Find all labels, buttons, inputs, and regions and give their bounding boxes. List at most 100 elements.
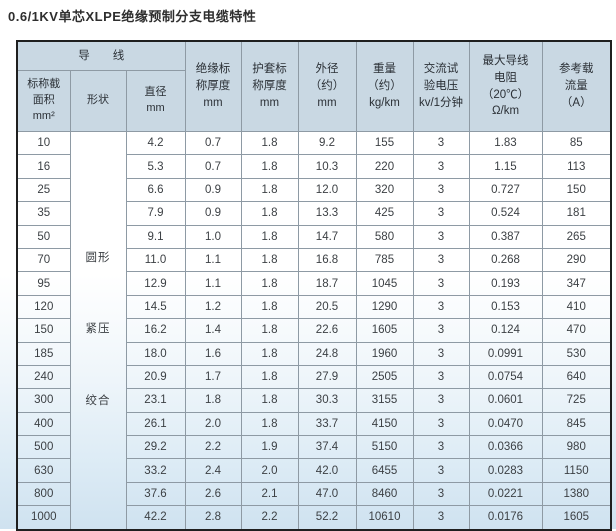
- cell-ampacity: 290: [541, 247, 612, 273]
- cell-test-voltage: 3: [412, 130, 470, 156]
- cell-size: 400: [16, 411, 71, 437]
- header-ampacity: 参考载 流量 （A）: [541, 40, 612, 132]
- table-row: 1000 42.2 2.8 2.2 52.2 10610 3 0.0176 1605: [16, 505, 612, 531]
- table-body: 10 圆形 紧压 绞合 4.2 0.7 1.8 9.2 155 3 1.83 85 16 5.3 0.7 1.…: [16, 130, 612, 531]
- cell-weight: 320: [355, 177, 414, 203]
- shape-label: 紧压: [85, 323, 111, 336]
- cell-insulation: 1.4: [184, 318, 242, 343]
- cell-resistance: 0.524: [468, 201, 543, 226]
- cell-resistance: 0.0754: [468, 364, 543, 390]
- cell-resistance: 0.0221: [468, 481, 543, 507]
- cable-spec-table: 导 线 绝缘标 称厚度 mm 护套标 称厚度 mm 外径 （约） mm 重量 （…: [16, 40, 612, 531]
- cell-od: 47.0: [297, 481, 357, 507]
- cell-weight: 155: [355, 130, 414, 156]
- cell-test-voltage: 3: [412, 177, 470, 203]
- cell-ampacity: 640: [541, 364, 612, 390]
- cell-test-voltage: 3: [412, 224, 470, 249]
- cell-weight: 425: [355, 201, 414, 226]
- table-row: 500 29.2 2.2 1.9 37.4 5150 3 0.0366 980: [16, 435, 612, 460]
- cell-ampacity: 1380: [541, 481, 612, 507]
- cell-weight: 8460: [355, 481, 414, 507]
- cell-size: 50: [16, 224, 71, 249]
- cell-ampacity: 845: [541, 411, 612, 437]
- cell-sheath: 1.8: [240, 177, 299, 203]
- cell-size: 95: [16, 271, 71, 296]
- cell-insulation: 1.6: [184, 341, 242, 366]
- header-diameter: 直径 mm: [125, 70, 186, 132]
- cell-od: 14.7: [297, 224, 357, 249]
- cell-insulation: 2.0: [184, 411, 242, 437]
- cell-insulation: 0.9: [184, 201, 242, 226]
- header-max-resistance: 最大导线 电阻 （20℃） Ω/km: [468, 40, 543, 132]
- cell-diameter: 4.2: [125, 130, 186, 156]
- cell-sheath: 1.8: [240, 294, 299, 320]
- header-insulation-thickness: 绝缘标 称厚度 mm: [184, 40, 242, 132]
- cell-test-voltage: 3: [412, 154, 470, 179]
- cell-test-voltage: 3: [412, 247, 470, 273]
- cell-diameter: 7.9: [125, 201, 186, 226]
- table-row: 800 37.6 2.6 2.1 47.0 8460 3 0.0221 1380: [16, 481, 612, 507]
- cell-resistance: 0.268: [468, 247, 543, 273]
- cell-size: 185: [16, 341, 71, 366]
- cell-resistance: 0.0366: [468, 435, 543, 460]
- cell-resistance: 1.83: [468, 130, 543, 156]
- cell-ampacity: 181: [541, 201, 612, 226]
- cell-test-voltage: 3: [412, 435, 470, 460]
- cell-ampacity: 530: [541, 341, 612, 366]
- shape-label: 绞合: [85, 394, 111, 407]
- cell-weight: 4150: [355, 411, 414, 437]
- cell-sheath: 1.8: [240, 201, 299, 226]
- cell-test-voltage: 3: [412, 481, 470, 507]
- cell-diameter: 16.2: [125, 318, 186, 343]
- cell-diameter: 12.9: [125, 271, 186, 296]
- cell-weight: 10610: [355, 505, 414, 531]
- header-nominal-area: 标称截 面积 mm²: [16, 70, 71, 132]
- cell-od: 52.2: [297, 505, 357, 531]
- cell-insulation: 2.6: [184, 481, 242, 507]
- cell-ampacity: 85: [541, 130, 612, 156]
- cell-diameter: 6.6: [125, 177, 186, 203]
- cell-resistance: 0.0991: [468, 341, 543, 366]
- cell-insulation: 1.8: [184, 388, 242, 413]
- cell-insulation: 1.7: [184, 364, 242, 390]
- cell-diameter: 42.2: [125, 505, 186, 531]
- cell-size: 70: [16, 247, 71, 273]
- cell-od: 9.2: [297, 130, 357, 156]
- cell-sheath: 1.8: [240, 364, 299, 390]
- cell-resistance: 0.0601: [468, 388, 543, 413]
- cell-od: 18.7: [297, 271, 357, 296]
- cell-diameter: 23.1: [125, 388, 186, 413]
- cell-insulation: 1.0: [184, 224, 242, 249]
- cell-diameter: 29.2: [125, 435, 186, 460]
- cell-diameter: 14.5: [125, 294, 186, 320]
- table-row: 150 16.2 1.4 1.8 22.6 1605 3 0.124 470: [16, 318, 612, 343]
- cell-diameter: 37.6: [125, 481, 186, 507]
- table-row: 95 12.9 1.1 1.8 18.7 1045 3 0.193 347: [16, 271, 612, 296]
- cell-sheath: 1.8: [240, 224, 299, 249]
- cell-test-voltage: 3: [412, 294, 470, 320]
- cell-ampacity: 410: [541, 294, 612, 320]
- cell-test-voltage: 3: [412, 318, 470, 343]
- cell-ampacity: 1605: [541, 505, 612, 531]
- cell-resistance: 0.727: [468, 177, 543, 203]
- cell-od: 12.0: [297, 177, 357, 203]
- table-row: 70 11.0 1.1 1.8 16.8 785 3 0.268 290: [16, 247, 612, 273]
- cell-size: 500: [16, 435, 71, 460]
- cell-diameter: 20.9: [125, 364, 186, 390]
- cell-ampacity: 980: [541, 435, 612, 460]
- cell-od: 16.8: [297, 247, 357, 273]
- cell-sheath: 1.8: [240, 388, 299, 413]
- cell-sheath: 2.1: [240, 481, 299, 507]
- cell-insulation: 0.9: [184, 177, 242, 203]
- cell-sheath: 1.8: [240, 411, 299, 437]
- table-row: 300 23.1 1.8 1.8 30.3 3155 3 0.0601 725: [16, 388, 612, 413]
- cell-sheath: 1.8: [240, 271, 299, 296]
- header-sheath-thickness: 护套标 称厚度 mm: [240, 40, 299, 132]
- cell-diameter: 33.2: [125, 458, 186, 483]
- cell-ampacity: 150: [541, 177, 612, 203]
- cell-test-voltage: 3: [412, 411, 470, 437]
- cell-insulation: 2.8: [184, 505, 242, 531]
- cell-resistance: 0.0176: [468, 505, 543, 531]
- cell-size: 630: [16, 458, 71, 483]
- cell-weight: 3155: [355, 388, 414, 413]
